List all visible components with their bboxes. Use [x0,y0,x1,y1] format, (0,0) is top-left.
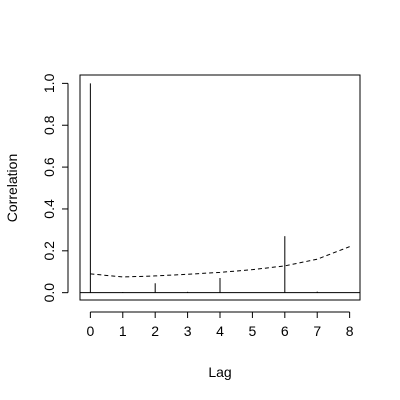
acf-bars [89,83,318,293]
x-tick-label: 3 [184,323,192,339]
y-tick-label: 0.4 [41,199,57,219]
x-tick-label: 5 [249,323,257,339]
x-tick-label: 6 [281,323,289,339]
x-tick-label: 2 [151,323,159,339]
y-tick-label: 0.2 [41,241,57,261]
y-tick-label: 0.6 [41,157,57,177]
confidence-band-group [90,246,350,278]
y-tick-label: 1.0 [41,73,57,93]
plot-frame [79,74,361,301]
y-tick-label: 0.8 [41,115,57,135]
y-axis-label: Correlation [4,154,20,222]
x-axis: 0 1 2 3 4 5 6 7 8 [86,311,354,339]
x-tick-label: 4 [216,323,224,339]
x-tick-label: 1 [119,323,127,339]
x-tick-label: 7 [313,323,321,339]
y-axis: 0.0 0.2 0.4 0.6 0.8 1.0 [41,73,69,303]
x-tick-label: 8 [346,323,354,339]
confidence-band-line [90,246,350,278]
y-tick-label: 0.0 [41,283,57,303]
x-tick-label: 0 [86,323,94,339]
x-axis-label: Lag [208,364,231,380]
